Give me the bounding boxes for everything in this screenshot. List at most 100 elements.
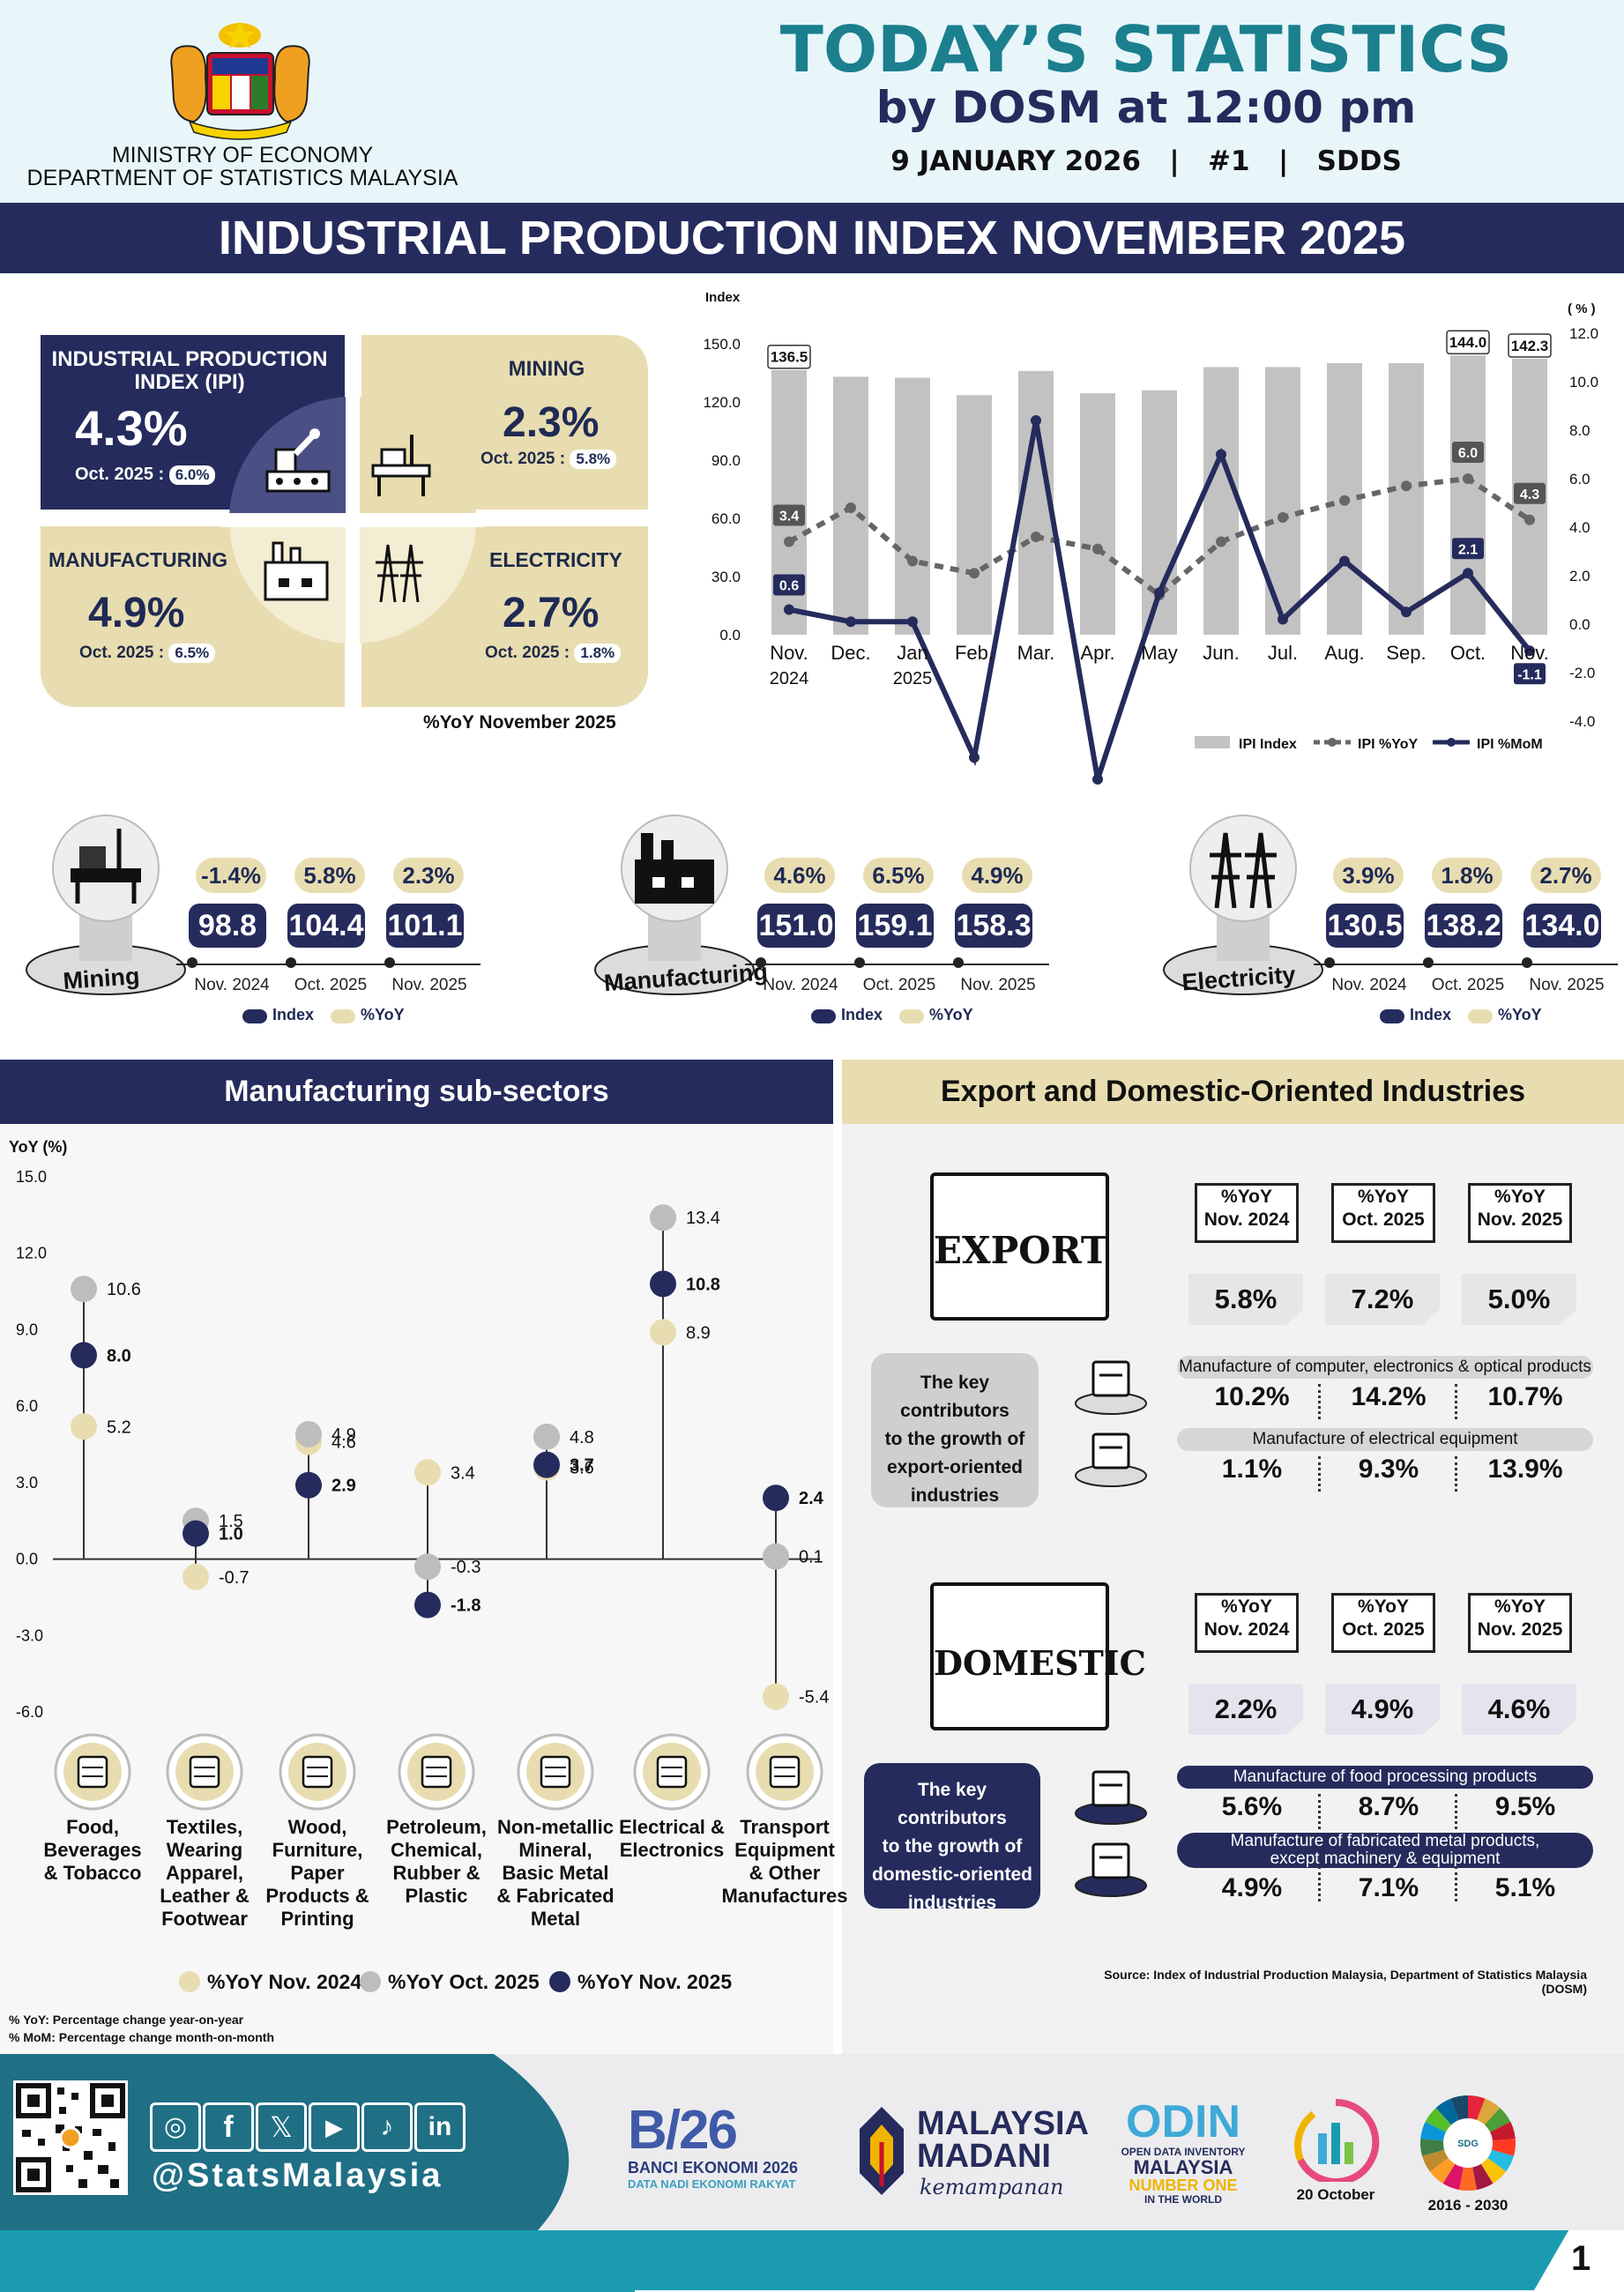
ipi-x-tick: Apr.	[1080, 642, 1114, 664]
sector-index-pill: 159.1	[856, 904, 934, 948]
sector-yoy-pill: 1.8%	[1432, 858, 1502, 893]
ipi-x-tick: Sep.	[1386, 642, 1426, 664]
subsector-icon	[279, 1733, 356, 1811]
subsector-category-line: Beverages	[43, 1839, 142, 1861]
export-period-header-line1: %YoY	[1358, 1187, 1409, 1207]
sector-index-pill: 98.8	[189, 904, 266, 948]
subsector-icon	[398, 1733, 475, 1811]
subsector-category-label: Petroleum, Chemical, Rubber & Plastic	[370, 1816, 503, 1908]
subsector-category-line: Manufactures	[721, 1885, 848, 1907]
banci-line1: BANCI EKONOMI 2026	[628, 2159, 799, 2177]
subsector-y-tick: 3.0	[16, 1474, 38, 1492]
facebook-icon[interactable]: f	[203, 2102, 254, 2152]
subsector-category-line: & Tobacco	[43, 1862, 142, 1884]
instagram-icon[interactable]: ◎	[150, 2102, 201, 2152]
subsector-value-label: 10.8	[686, 1275, 720, 1294]
legend-yoy-swatch	[331, 1009, 355, 1023]
subsector-value-label: 4.9	[332, 1425, 356, 1445]
odin-line1: OPEN DATA INVENTORY	[1121, 2146, 1246, 2158]
subsector-category-line: Petroleum,	[386, 1816, 487, 1838]
export-item-divider	[1318, 1384, 1321, 1419]
ipi-y2-tick: 2.0	[1569, 568, 1590, 584]
ipi-x-tick: Mar.	[1017, 642, 1055, 664]
report-banner: INDUSTRIAL PRODUCTION INDEX NOVEMBER 202…	[0, 203, 1624, 273]
sector-timeline-dot	[286, 957, 296, 968]
export-domestic-header: Export and Domestic-Oriented Industries	[842, 1060, 1624, 1124]
subsector-value-label: 3.7	[570, 1456, 594, 1476]
domestic-period-header-line1: %YoY	[1221, 1596, 1272, 1617]
subsector-value-label: 4.8	[570, 1428, 594, 1447]
domestic-item-value: 7.1%	[1358, 1873, 1419, 1902]
ipi-index-bar	[1080, 393, 1115, 635]
ipi-yoy-point	[1216, 536, 1226, 547]
sector-index-pill: 158.3	[955, 904, 1032, 948]
statistics-day-label: 20 October	[1296, 2186, 1375, 2203]
svg-text:%YoY Nov. 2025: %YoY Nov. 2025	[577, 1970, 732, 1993]
ipi-label-line1: INDUSTRIAL PRODUCTION	[51, 347, 328, 371]
coat-of-arms-icon	[170, 21, 310, 140]
export-contributors-line: The key contributors	[900, 1373, 1009, 1421]
ipi-mom-label-box	[1452, 538, 1484, 560]
ipi-y-tick: 150.0	[703, 336, 741, 353]
ipi-y2-tick: 12.0	[1569, 325, 1598, 342]
banci-ekonomi-logo: B/26 BANCI EKONOMI 2026 DATA NADI EKONOM…	[628, 2100, 832, 2192]
sector-period-label: Oct. 2025	[862, 976, 936, 994]
ipi-mom-point	[784, 604, 794, 615]
export-item-value: 10.7%	[1487, 1382, 1563, 1411]
sector-legend: Index %YoY	[811, 1006, 1023, 1027]
subsector-category-line: Electrical &	[619, 1816, 725, 1838]
ipi-yoy-point	[1031, 532, 1041, 542]
ipi-mom-point	[1216, 449, 1226, 460]
social-handle[interactable]: @StatsMalaysia	[152, 2157, 443, 2194]
subsector-icon	[633, 1733, 711, 1811]
domestic-label: DOMESTIC	[934, 1643, 1146, 1683]
sector-period-label: Oct. 2025	[1431, 976, 1505, 994]
export-item-label: Manufacture of computer, electronics & o…	[1177, 1356, 1593, 1379]
sdg-years: 2016 - 2030	[1427, 2197, 1509, 2214]
subsector-value-label: 2.4	[799, 1489, 824, 1508]
sector-timeline-dot	[854, 957, 865, 968]
sector-legend: Index %YoY	[1380, 1006, 1591, 1027]
ipi-y-tick: 90.0	[711, 452, 741, 469]
subsector-category-line: Plastic	[405, 1885, 468, 1907]
ipi-yoy-label-box	[773, 504, 805, 526]
subsector-value-label: 10.6	[107, 1280, 141, 1299]
subsector-point	[414, 1553, 441, 1581]
export-period-header: %YoY Nov. 2025	[1468, 1183, 1572, 1243]
export-item-divider	[1318, 1456, 1321, 1492]
sector-yoy-pill: 5.8%	[294, 858, 365, 893]
odin-mark: ODIN	[1126, 2096, 1240, 2147]
domestic-yoy-value: 2.2%	[1188, 1684, 1303, 1735]
sector-timeline-dot	[1522, 957, 1532, 968]
domestic-item-icon	[1071, 1759, 1151, 1829]
sector-yoy-pill: 4.9%	[962, 858, 1032, 893]
sector-period-label: Nov. 2025	[391, 976, 467, 994]
source-note: Source: Index of Industrial Production M…	[1104, 1968, 1587, 1996]
sector-strip-electricity: Electricity 3.9% 130.5 Nov. 2024 1.8% 138.2 Oc…	[1155, 807, 1622, 1036]
legend-index-swatch	[811, 1009, 836, 1023]
domestic-contributors-box: The key contributors to the growth of dome…	[864, 1763, 1040, 1913]
youtube-icon[interactable]: ▶	[309, 2102, 360, 2152]
tiktok-icon[interactable]: ♪	[361, 2102, 413, 2152]
subsector-category-line: Food,	[66, 1816, 119, 1838]
domestic-item-value: 4.9%	[1221, 1873, 1283, 1902]
ipi-x-tick: Dec.	[831, 642, 870, 664]
subsector-category-line: Textiles,	[166, 1816, 243, 1838]
export-contributors-line: to the growth of	[884, 1429, 1025, 1449]
subsector-value-label: 5.2	[107, 1418, 131, 1437]
legend-index-label: Index	[841, 1006, 883, 1023]
statistics-day-icon	[1294, 2098, 1380, 2185]
x-twitter-icon[interactable]: 𝕏	[256, 2102, 307, 2152]
subsector-category-line: Printing	[280, 1908, 354, 1930]
ipi-label-line2: INDEX (IPI)	[134, 370, 245, 394]
legend-yoy-label: %YoY	[361, 1006, 405, 1023]
ipi-mom-point	[846, 616, 856, 628]
sector-index-pill: 151.0	[757, 904, 835, 948]
subsector-value-label: 3.6	[570, 1459, 594, 1478]
manufacturing-label: MANUFACTURING	[48, 548, 228, 571]
subsector-lollipop-chart: YoY (%) 15.0 12.0 9.0 6.0 3.0 0.0 -3.0 -6.0 5.2…	[9, 1138, 829, 1993]
banci-mark: B/26	[628, 2100, 738, 2161]
qr-code-icon[interactable]	[13, 2080, 128, 2195]
subsector-value-label: 3.4	[451, 1463, 475, 1483]
linkedin-icon[interactable]: in	[414, 2102, 466, 2152]
